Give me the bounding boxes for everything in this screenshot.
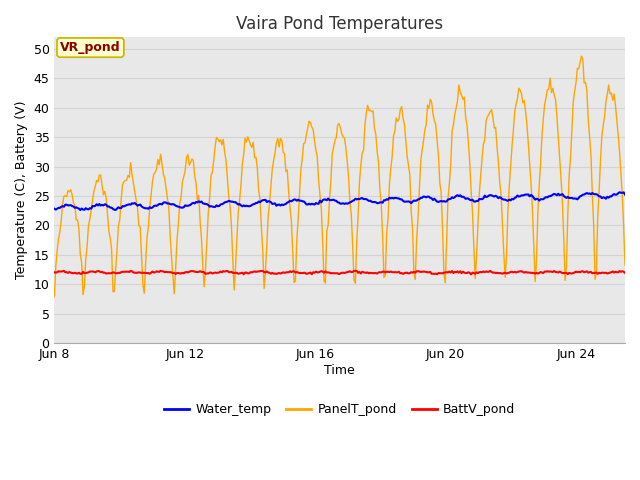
BattV_pond bbox=[51, 269, 58, 275]
Water_temp bbox=[621, 192, 629, 197]
PanelT_pond bbox=[70, 200, 77, 206]
Water_temp bbox=[307, 202, 314, 207]
BattV_pond bbox=[600, 270, 607, 276]
BattV_pond bbox=[307, 270, 314, 276]
BattV_pond bbox=[157, 268, 164, 274]
BattV_pond bbox=[334, 271, 342, 276]
PanelT_pond bbox=[598, 133, 605, 139]
Line: Water_temp: Water_temp bbox=[54, 192, 625, 210]
PanelT_pond bbox=[520, 98, 528, 104]
BattV_pond bbox=[467, 272, 475, 277]
PanelT_pond bbox=[305, 118, 313, 124]
Line: PanelT_pond: PanelT_pond bbox=[54, 56, 625, 297]
Water_temp bbox=[598, 195, 605, 201]
Water_temp bbox=[522, 192, 529, 197]
Title: Vaira Pond Temperatures: Vaira Pond Temperatures bbox=[236, 15, 444, 33]
Legend: Water_temp, PanelT_pond, BattV_pond: Water_temp, PanelT_pond, BattV_pond bbox=[159, 398, 520, 421]
PanelT_pond bbox=[51, 294, 58, 300]
Text: VR_pond: VR_pond bbox=[60, 41, 121, 54]
BattV_pond bbox=[243, 270, 250, 276]
PanelT_pond bbox=[621, 262, 629, 268]
X-axis label: Time: Time bbox=[324, 364, 355, 377]
Water_temp bbox=[70, 204, 77, 209]
Water_temp bbox=[51, 206, 58, 212]
BattV_pond bbox=[523, 270, 531, 276]
PanelT_pond bbox=[241, 135, 249, 141]
Line: BattV_pond: BattV_pond bbox=[54, 271, 625, 275]
Y-axis label: Temperature (C), Battery (V): Temperature (C), Battery (V) bbox=[15, 101, 28, 279]
BattV_pond bbox=[621, 270, 629, 276]
Water_temp bbox=[76, 207, 84, 213]
Water_temp bbox=[334, 199, 342, 205]
Water_temp bbox=[616, 190, 623, 195]
BattV_pond bbox=[70, 270, 77, 276]
Water_temp bbox=[243, 203, 250, 208]
PanelT_pond bbox=[577, 53, 585, 59]
PanelT_pond bbox=[332, 135, 340, 141]
